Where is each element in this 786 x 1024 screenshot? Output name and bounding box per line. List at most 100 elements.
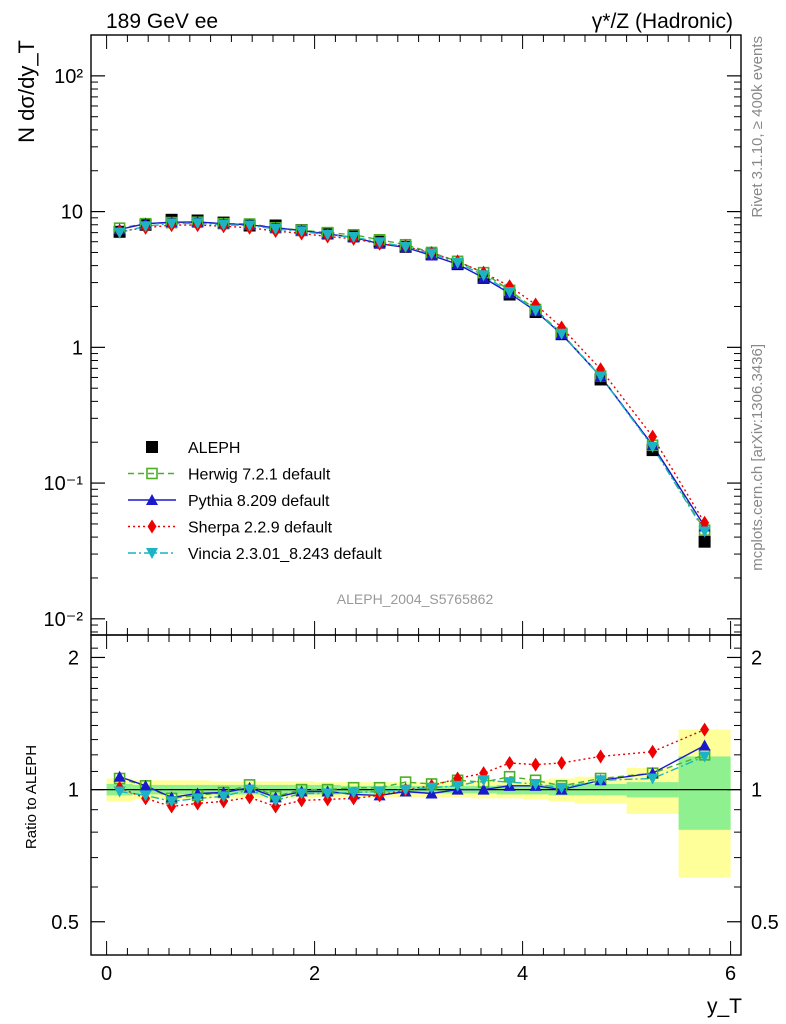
ratio-point-vincia (191, 793, 204, 805)
ratio-point-pythia (139, 779, 152, 791)
ratio-point-sherpa (245, 790, 255, 805)
point-vincia (503, 287, 516, 299)
x-tick-label: 2 (309, 963, 320, 985)
ratio-point-sherpa (531, 757, 541, 772)
point-vincia (113, 227, 126, 239)
header-right: γ*/Z (Hadronic) (592, 10, 733, 33)
ratio-y-tick-label-right: 2 (751, 647, 762, 669)
x-tick-label: 0 (101, 963, 112, 985)
y-tick-label: 10 (61, 202, 83, 224)
legend-label-herwig: Herwig 7.2.1 default (188, 467, 331, 484)
legend-marker-pythia (146, 494, 158, 505)
point-vincia (139, 221, 152, 233)
ratio-point-vincia (503, 777, 516, 789)
legend: ALEPH Herwig 7.2.1 default Pythia 8.209 de… (128, 440, 382, 563)
ratio-point-vincia (646, 773, 659, 785)
legend-marker-sherpa (147, 519, 157, 534)
series-line-herwig (119, 221, 706, 531)
ratio-band-inner (678, 756, 731, 830)
point-vincia (451, 257, 464, 269)
point-data (698, 535, 711, 548)
ratio-y-axis-label: Ratio to ALEPH (23, 745, 40, 849)
legend-label-pythia: Pythia 8.209 default (188, 493, 330, 510)
ratio-point-sherpa (648, 744, 658, 759)
point-vincia (347, 231, 360, 243)
point-vincia (217, 219, 230, 231)
ratio-point-vincia (529, 778, 542, 790)
mcplots-label: mcplots.cern.ch [arXiv:1306.3436] (749, 344, 766, 571)
y-tick-label: 10⁻² (44, 609, 84, 631)
point-vincia (165, 218, 178, 230)
ratio-y-tick-label-right: 1 (751, 780, 762, 802)
legend-label-vincia: Vincia 2.3.01_8.243 default (188, 546, 382, 563)
legend-marker-vincia (146, 548, 158, 559)
point-vincia (399, 241, 412, 253)
x-axis-label: y_T (707, 995, 742, 1018)
ratio-point-vincia (113, 786, 126, 798)
ratio-point-vincia (399, 784, 412, 796)
ratio-point-sherpa (271, 799, 281, 814)
header-left: 189 GeV ee (106, 10, 218, 33)
point-vincia (555, 328, 568, 340)
point-vincia (477, 270, 490, 282)
ratio-point-vincia (269, 795, 282, 807)
main-frame (90, 34, 742, 636)
legend-label-data: ALEPH (188, 440, 240, 457)
y-tick-label: 10² (54, 66, 83, 88)
point-vincia (269, 223, 282, 235)
point-sherpa (648, 429, 658, 444)
ratio-point-vincia (477, 775, 490, 787)
rivet-label: Rivet 3.1.10, ≥ 400k events (749, 36, 766, 218)
analysis-name: ALEPH_2004_S5765862 (337, 591, 494, 607)
point-sherpa (700, 515, 710, 530)
point-vincia (646, 441, 659, 453)
ratio-point-vincia (217, 791, 230, 803)
ratio-y-tick-label: 1 (68, 780, 79, 802)
ratio-frame (90, 634, 742, 956)
ratio-point-pythia (113, 770, 126, 782)
point-vincia (698, 526, 711, 538)
ratio-point-pythia (477, 783, 490, 795)
ratio-point-vincia (451, 780, 464, 792)
ratio-point-vincia (425, 782, 438, 794)
ratio-point-sherpa (700, 722, 710, 737)
point-vincia (295, 226, 308, 238)
ratio-y-tick-label: 2 (68, 647, 79, 669)
point-vincia (243, 220, 256, 232)
y-tick-label: 1 (72, 337, 83, 359)
ratio-point-vincia (243, 784, 256, 796)
legend-marker-data (146, 441, 158, 453)
ratio-y-tick-label: 0.5 (51, 912, 79, 934)
ratio-point-vincia (165, 796, 178, 808)
ratio-y-tick-label-right: 0.5 (751, 912, 779, 934)
ratio-point-vincia (594, 775, 607, 787)
ratio-point-sherpa (557, 755, 567, 770)
point-vincia (191, 218, 204, 230)
point-vincia (321, 229, 334, 241)
main-y-axis-label: N dσ/dy_T (14, 40, 39, 143)
ratio-point-vincia (139, 790, 152, 802)
legend-marker-herwig (146, 467, 158, 480)
point-vincia (594, 371, 607, 383)
point-vincia (373, 237, 386, 249)
ratio-line-vincia (119, 755, 705, 803)
ratio-point-vincia (373, 786, 386, 798)
ratio-point-vincia (295, 788, 308, 800)
ratio-line-herwig (119, 754, 705, 800)
x-tick-label: 6 (725, 963, 736, 985)
ratio-point-vincia (555, 782, 568, 794)
point-vincia (425, 248, 438, 260)
ratio-point-vincia (321, 788, 334, 800)
ratio-point-sherpa (596, 749, 606, 764)
legend-label-sherpa: Sherpa 2.2.9 default (188, 520, 333, 537)
point-vincia (529, 305, 542, 317)
series-line-vincia (119, 222, 706, 532)
ratio-point-vincia (698, 751, 711, 763)
ratio-point-sherpa (505, 755, 515, 770)
ratio-point-vincia (347, 787, 360, 799)
ratio-plot: 0 2 4 6 2 2 1 1 0.5 0.5 (51, 35, 779, 985)
x-tick-label: 4 (517, 963, 528, 985)
y-tick-label: 10⁻¹ (44, 473, 84, 495)
ratio-point-sherpa (297, 793, 307, 808)
